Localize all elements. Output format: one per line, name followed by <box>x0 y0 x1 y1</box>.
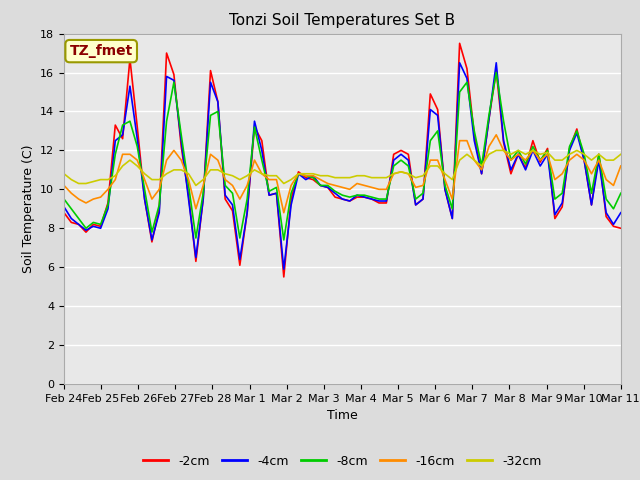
Text: TZ_fmet: TZ_fmet <box>70 44 133 58</box>
Legend: -2cm, -4cm, -8cm, -16cm, -32cm: -2cm, -4cm, -8cm, -16cm, -32cm <box>138 450 547 473</box>
X-axis label: Time: Time <box>327 409 358 422</box>
Title: Tonzi Soil Temperatures Set B: Tonzi Soil Temperatures Set B <box>229 13 456 28</box>
Y-axis label: Soil Temperature (C): Soil Temperature (C) <box>22 144 35 273</box>
